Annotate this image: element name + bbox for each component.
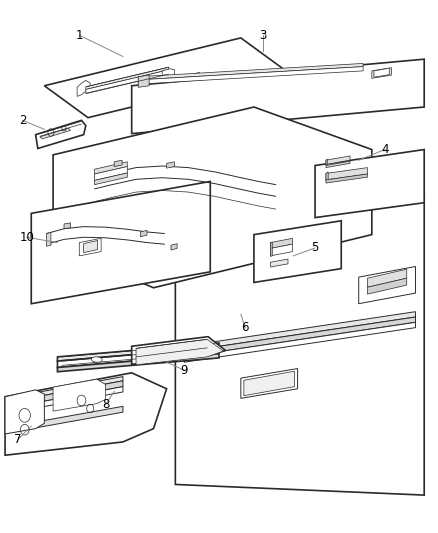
- Polygon shape: [326, 161, 350, 167]
- Polygon shape: [95, 173, 127, 184]
- Polygon shape: [53, 107, 372, 288]
- Ellipse shape: [91, 357, 102, 362]
- Polygon shape: [271, 244, 292, 256]
- Polygon shape: [132, 337, 226, 365]
- Polygon shape: [84, 240, 98, 253]
- Polygon shape: [374, 68, 389, 77]
- Polygon shape: [86, 70, 169, 93]
- Text: 4: 4: [381, 143, 389, 156]
- Polygon shape: [315, 150, 424, 217]
- Polygon shape: [14, 381, 123, 407]
- Polygon shape: [326, 156, 350, 165]
- Polygon shape: [184, 317, 416, 357]
- Polygon shape: [367, 278, 407, 294]
- Text: 2: 2: [19, 114, 26, 127]
- Polygon shape: [271, 259, 288, 267]
- Polygon shape: [57, 354, 219, 372]
- Polygon shape: [271, 238, 292, 248]
- Polygon shape: [132, 59, 424, 134]
- Text: 10: 10: [19, 231, 34, 244]
- Polygon shape: [219, 72, 223, 76]
- Polygon shape: [138, 63, 363, 80]
- Text: 1: 1: [75, 29, 83, 42]
- Polygon shape: [138, 75, 149, 87]
- Polygon shape: [141, 230, 147, 237]
- Polygon shape: [53, 379, 106, 411]
- Polygon shape: [326, 167, 367, 180]
- Polygon shape: [31, 181, 210, 304]
- Polygon shape: [254, 221, 341, 282]
- Polygon shape: [326, 174, 367, 183]
- Text: 6: 6: [241, 321, 249, 334]
- Polygon shape: [136, 340, 223, 365]
- Polygon shape: [326, 159, 327, 165]
- Polygon shape: [95, 166, 127, 180]
- Polygon shape: [138, 67, 363, 84]
- Polygon shape: [64, 223, 71, 229]
- Polygon shape: [57, 343, 219, 361]
- Polygon shape: [326, 172, 328, 181]
- Polygon shape: [35, 120, 86, 149]
- Polygon shape: [46, 232, 51, 246]
- Text: 7: 7: [14, 433, 22, 446]
- Text: 9: 9: [180, 364, 188, 377]
- Polygon shape: [57, 348, 219, 368]
- Polygon shape: [372, 68, 392, 78]
- Polygon shape: [5, 390, 44, 434]
- Polygon shape: [14, 386, 123, 412]
- Polygon shape: [95, 162, 127, 174]
- Polygon shape: [14, 376, 123, 401]
- Polygon shape: [79, 238, 101, 256]
- Polygon shape: [193, 72, 200, 77]
- Ellipse shape: [152, 352, 163, 358]
- Polygon shape: [244, 371, 294, 395]
- Polygon shape: [166, 162, 174, 168]
- Text: 5: 5: [311, 241, 319, 254]
- Polygon shape: [175, 192, 424, 495]
- Polygon shape: [86, 67, 169, 90]
- Polygon shape: [44, 38, 285, 118]
- Text: 3: 3: [259, 29, 266, 42]
- Polygon shape: [359, 266, 416, 304]
- Polygon shape: [40, 128, 71, 139]
- Polygon shape: [14, 406, 123, 432]
- Polygon shape: [171, 244, 177, 250]
- Polygon shape: [77, 80, 90, 96]
- Polygon shape: [5, 373, 166, 455]
- Polygon shape: [241, 368, 297, 398]
- Polygon shape: [162, 69, 174, 79]
- Polygon shape: [184, 312, 416, 352]
- Polygon shape: [367, 269, 407, 287]
- Polygon shape: [184, 322, 416, 362]
- Text: 8: 8: [102, 398, 109, 411]
- Polygon shape: [114, 160, 122, 166]
- Polygon shape: [271, 242, 272, 256]
